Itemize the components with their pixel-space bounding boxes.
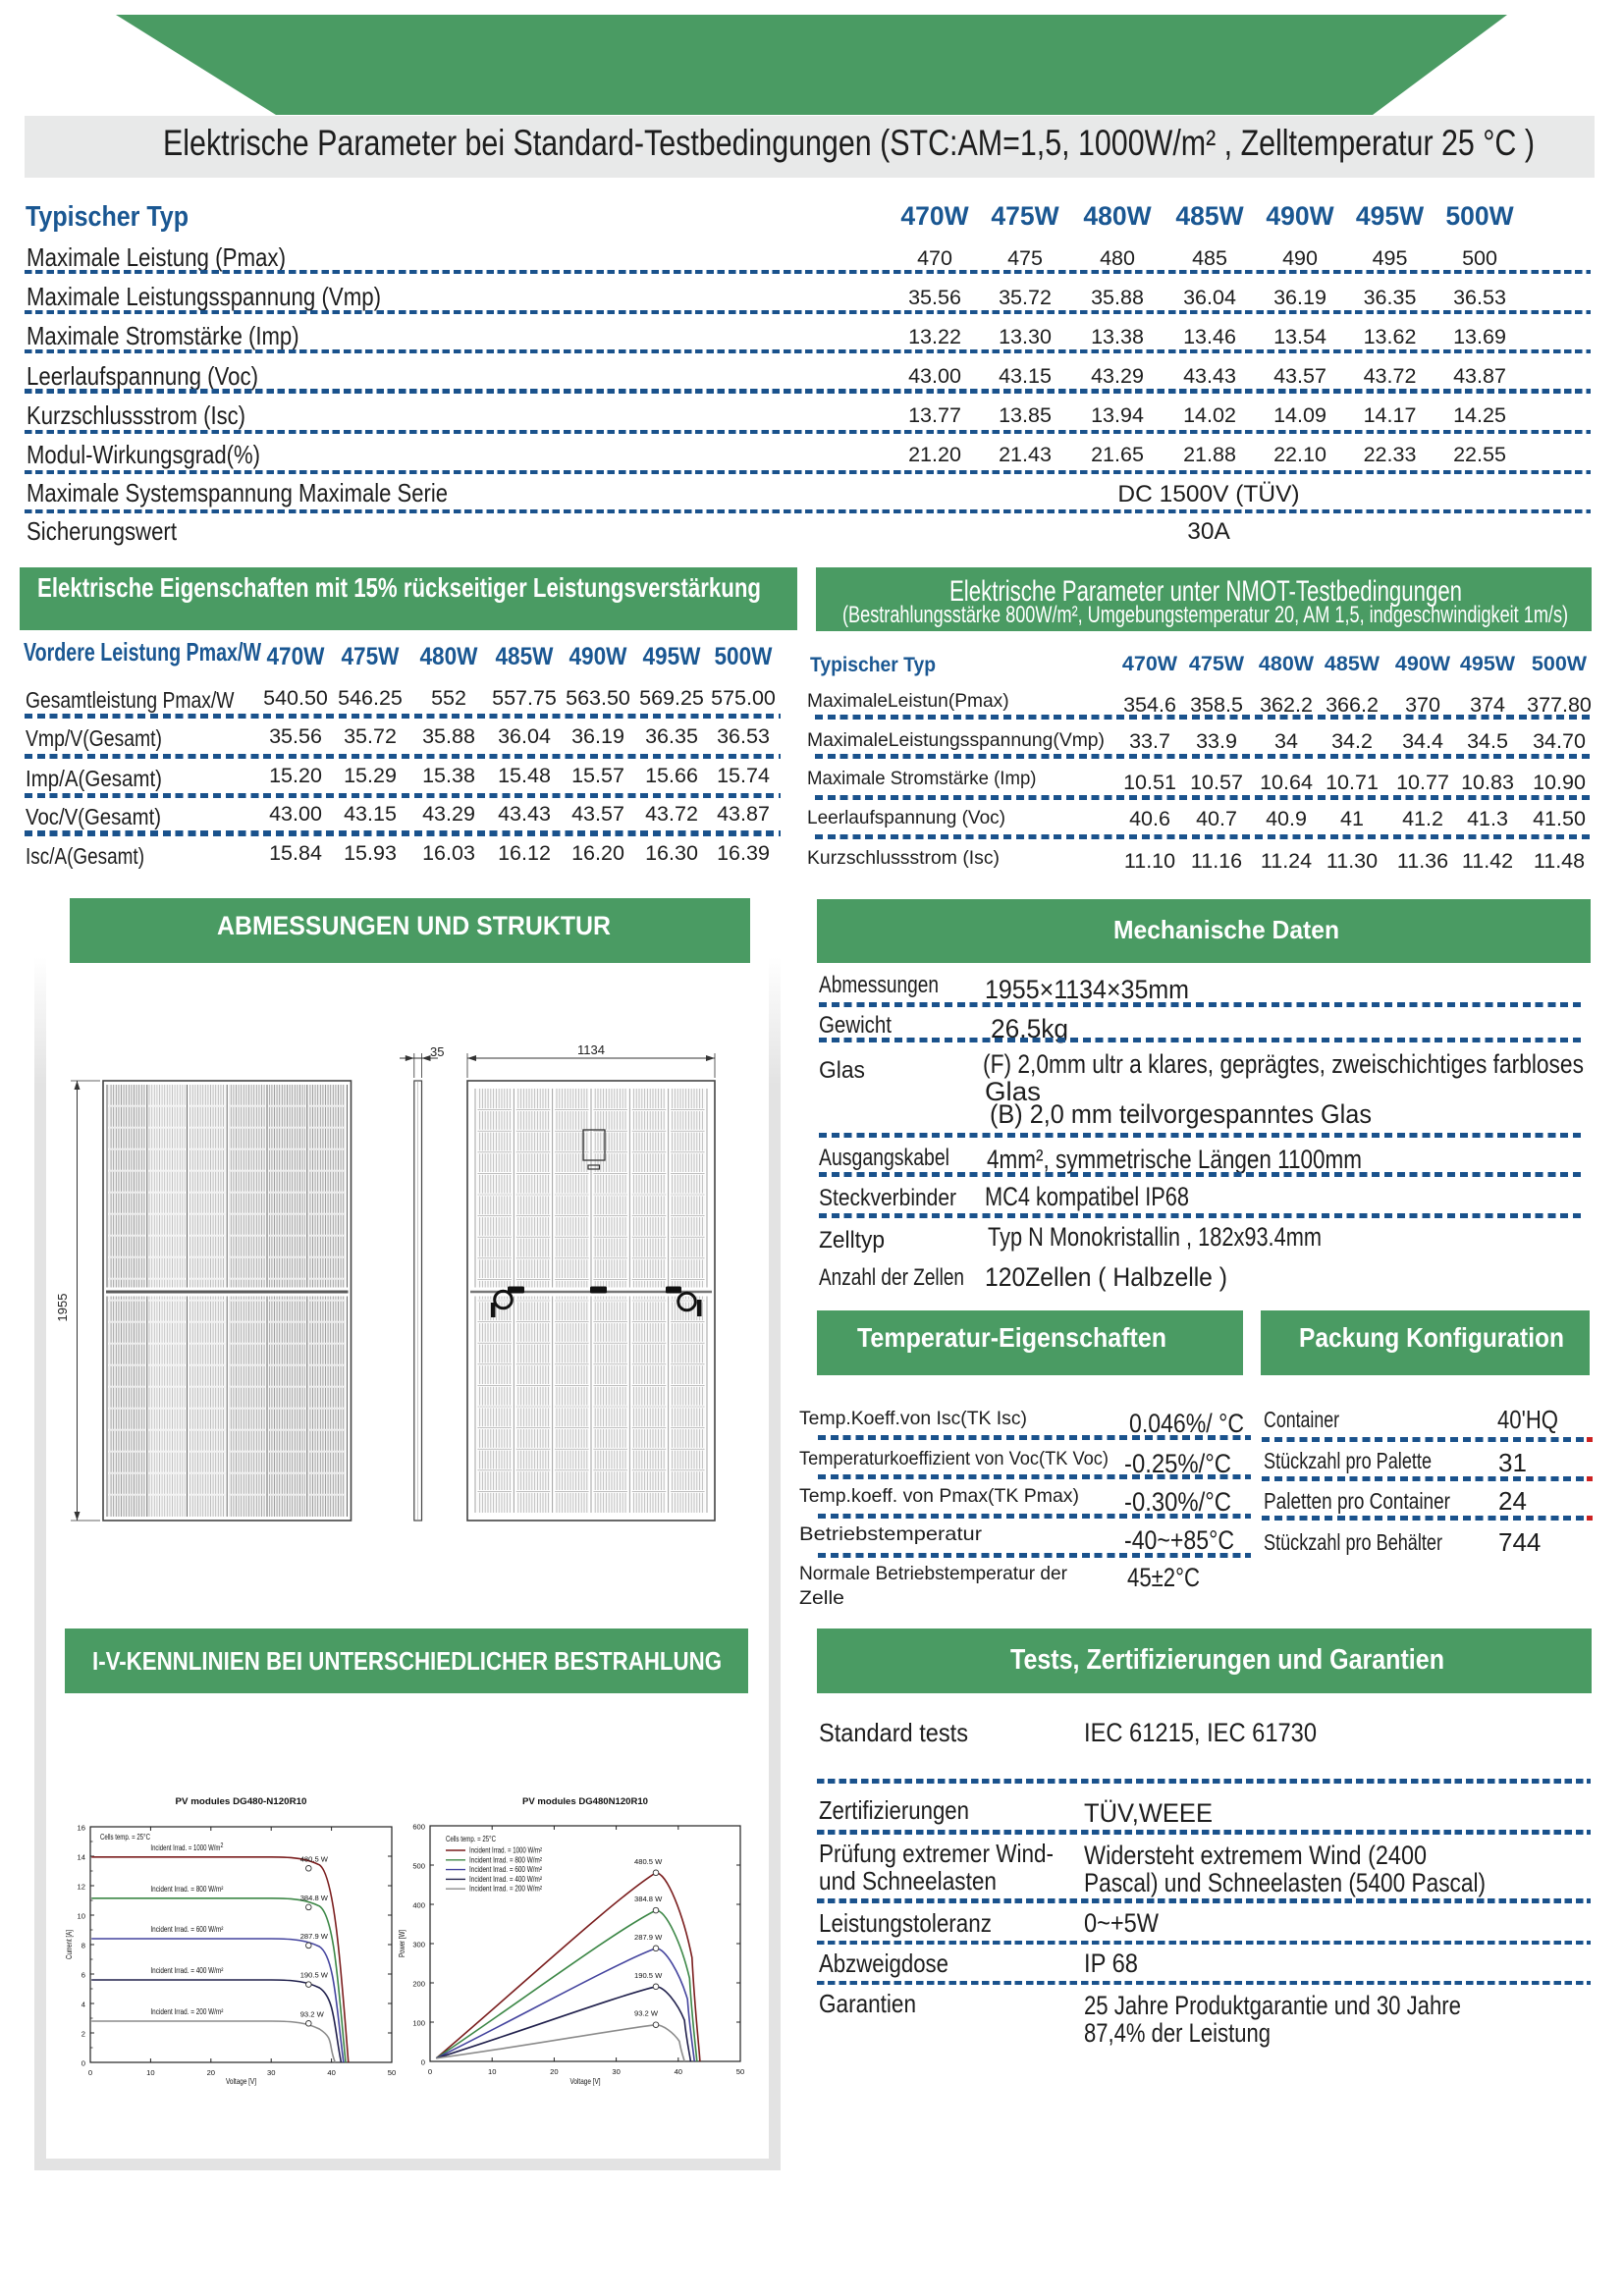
svg-text:10: 10 (78, 1912, 85, 1921)
svg-text:40: 40 (675, 2067, 682, 2076)
svg-text:400: 400 (412, 1901, 425, 1910)
svg-text:Incident Irrad. = 400 W/m²: Incident Irrad. = 400 W/m² (150, 1966, 223, 1975)
svg-text:50: 50 (388, 2068, 396, 2077)
svg-text:100: 100 (412, 2019, 425, 2028)
svg-text:0: 0 (88, 2068, 92, 2077)
svg-text:12: 12 (78, 1883, 85, 1892)
svg-text:Incident Irrad. = 400 W/m²: Incident Irrad. = 400 W/m² (469, 1875, 542, 1884)
svg-text:384.8 W: 384.8 W (300, 1894, 329, 1902)
svg-text:Voltage [V]: Voltage [V] (226, 2077, 256, 2086)
svg-text:287.9 W: 287.9 W (300, 1932, 329, 1941)
svg-text:190.5 W: 190.5 W (300, 1971, 329, 1980)
svg-text:0: 0 (81, 2059, 85, 2068)
svg-text:2: 2 (81, 2030, 85, 2039)
svg-text:1955: 1955 (55, 1294, 70, 1322)
svg-text:500: 500 (412, 1862, 425, 1871)
svg-text:4: 4 (81, 2001, 85, 2009)
svg-text:40: 40 (327, 2068, 335, 2077)
svg-text:Incident Irrad. = 800 W/m²: Incident Irrad. = 800 W/m² (150, 1885, 223, 1894)
svg-text:Cells temp. = 25°C: Cells temp. = 25°C (446, 1835, 496, 1843)
svg-text:0: 0 (428, 2067, 432, 2076)
svg-text:30: 30 (267, 2068, 275, 2077)
svg-text:10: 10 (146, 2068, 154, 2077)
svg-text:Incident Irrad. = 800 W/m²: Incident Irrad. = 800 W/m² (469, 1855, 542, 1864)
svg-text:16: 16 (78, 1824, 85, 1833)
svg-text:Incident Irrad. = 600 W/m²: Incident Irrad. = 600 W/m² (150, 1925, 223, 1934)
svg-text:Incident Irrad. = 600 W/m²: Incident Irrad. = 600 W/m² (469, 1865, 542, 1874)
svg-text:480.5 W: 480.5 W (300, 1854, 329, 1863)
svg-text:287.9 W: 287.9 W (634, 1933, 663, 1942)
svg-text:20: 20 (207, 2068, 215, 2077)
svg-text:14: 14 (78, 1853, 85, 1862)
svg-text:190.5 W: 190.5 W (634, 1971, 663, 1980)
svg-text:Incident Irrad. = 1000 W/m2: Incident Irrad. = 1000 W/m2 (150, 1842, 223, 1852)
svg-text:1134: 1134 (577, 1042, 605, 1057)
svg-text:93.2 W: 93.2 W (300, 2009, 325, 2018)
svg-text:Current [A]: Current [A] (65, 1930, 74, 1959)
svg-text:300: 300 (412, 1941, 425, 1949)
svg-text:200: 200 (412, 1980, 425, 1989)
svg-text:Incident Irrad. = 200 W/m²: Incident Irrad. = 200 W/m² (150, 2007, 223, 2016)
svg-text:10: 10 (488, 2067, 496, 2076)
svg-text:20: 20 (550, 2067, 558, 2076)
svg-text:PV modules DG480N120R10: PV modules DG480N120R10 (522, 1796, 648, 1806)
svg-text:600: 600 (412, 1823, 425, 1832)
svg-text:480.5 W: 480.5 W (634, 1857, 663, 1866)
svg-text:Power [W]: Power [W] (398, 1930, 406, 1957)
svg-text:93.2 W: 93.2 W (634, 2009, 659, 2018)
svg-text:35: 35 (430, 1044, 444, 1059)
svg-text:Voltage [V]: Voltage [V] (570, 2077, 601, 2086)
svg-text:6: 6 (81, 1971, 85, 1980)
svg-text:50: 50 (736, 2067, 744, 2076)
svg-text:384.8 W: 384.8 W (634, 1895, 663, 1903)
svg-text:Incident Irrad. = 1000 W/m²: Incident Irrad. = 1000 W/m² (469, 1846, 542, 1855)
svg-text:PV modules DG480-N120R10: PV modules DG480-N120R10 (176, 1796, 307, 1806)
svg-text:0: 0 (421, 2058, 425, 2067)
svg-text:8: 8 (81, 1942, 85, 1950)
svg-text:Incident Irrad. = 200 W/m²: Incident Irrad. = 200 W/m² (469, 1885, 542, 1894)
svg-text:Cells temp. = 25°C: Cells temp. = 25°C (100, 1833, 150, 1842)
svg-text:30: 30 (612, 2067, 620, 2076)
